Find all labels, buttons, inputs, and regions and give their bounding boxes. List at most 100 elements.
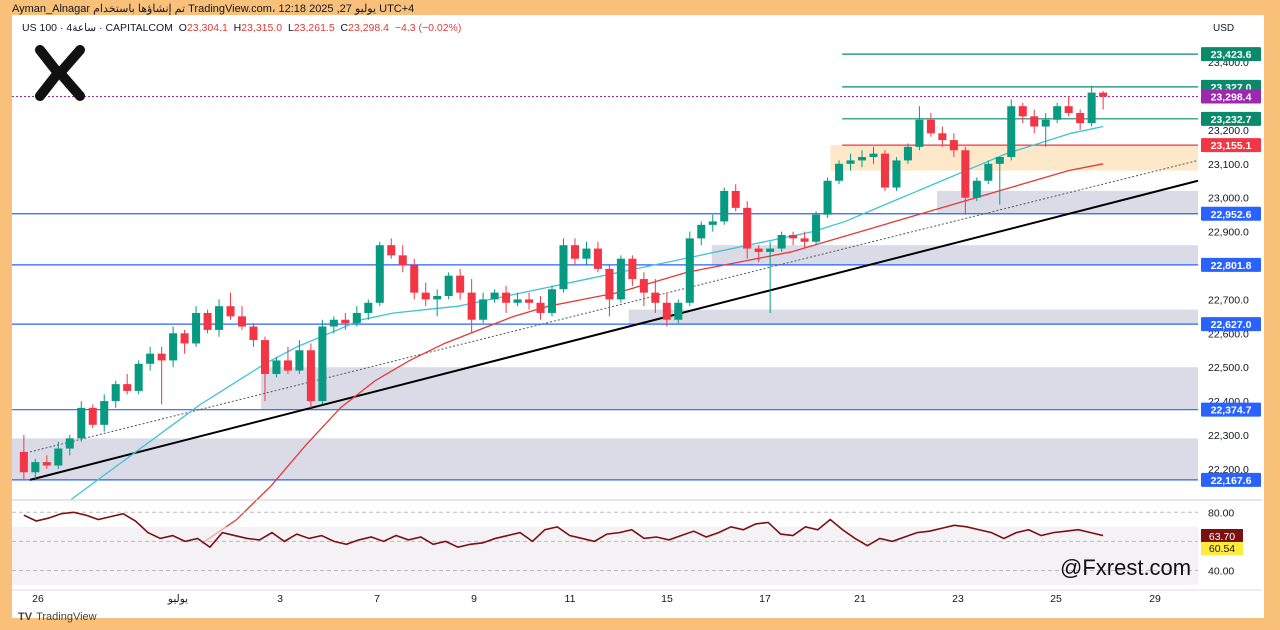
candle-body [398, 255, 407, 266]
candle-body [892, 160, 901, 188]
rsi-tick-bottom: 40.00 [1208, 565, 1234, 577]
candle-body [329, 319, 338, 327]
candle-body [226, 306, 235, 317]
candle-body [754, 248, 763, 252]
candle-body [502, 292, 511, 303]
candle-body [490, 292, 499, 300]
candle-body [582, 248, 591, 259]
candle-body [685, 238, 694, 303]
candle-body [846, 160, 855, 164]
zone-1 [261, 367, 1198, 410]
x-tick-label: 11 [565, 593, 576, 605]
candle-body [880, 153, 889, 188]
candle-body [192, 312, 201, 344]
x-tick-label: 17 [759, 593, 771, 605]
open-value: 23,304.1 [186, 22, 228, 34]
candle-body [283, 360, 292, 371]
candle-body [1041, 119, 1050, 127]
candle-body [1064, 106, 1073, 113]
rsi-value-1: 63.70 [1209, 531, 1235, 543]
candle-body [237, 316, 247, 327]
candle-body [731, 190, 740, 208]
candle-body [766, 248, 775, 252]
candle-body [857, 157, 867, 161]
candle-body [995, 157, 1004, 164]
tradingview-logo: TV TradingView [18, 611, 97, 623]
x-tick-label: 26 [32, 593, 44, 605]
candle-body [662, 302, 671, 320]
candle-body [421, 292, 430, 300]
candle-body [203, 312, 212, 330]
rsi-value-2: 60.54 [1209, 543, 1235, 555]
price-badge [1201, 89, 1261, 104]
support-trendline [29, 179, 1199, 481]
currency-label: USD [1213, 23, 1234, 34]
price-badge [1201, 206, 1261, 221]
price-badge [1201, 111, 1261, 126]
candle-body [387, 245, 396, 256]
price-badge [1201, 402, 1261, 417]
candle-body [295, 350, 304, 371]
price-badge-text: 22,801.8 [1211, 260, 1252, 272]
candle-body [777, 234, 786, 249]
candle-body [651, 292, 660, 303]
x-tick-label: 23 [952, 593, 964, 605]
candle-body [674, 302, 683, 320]
rsi-badge-2 [1201, 541, 1243, 555]
candle-body [157, 353, 166, 361]
candle-body [318, 326, 327, 402]
candle-body [146, 353, 155, 364]
y-tick-label: 22,500.0 [1208, 362, 1249, 374]
y-tick-label: 23,000.0 [1208, 193, 1249, 205]
candle-body [903, 146, 912, 161]
candle-body [812, 214, 821, 242]
candle-body [88, 407, 97, 425]
candle-body [19, 451, 28, 473]
x-tick-label: يوليو [167, 593, 188, 605]
candle-body [100, 401, 109, 425]
candle-body [835, 163, 844, 181]
dotted-trendline [29, 159, 1199, 453]
candle-body [949, 140, 958, 151]
candle-body [375, 245, 384, 303]
candle-body [926, 119, 935, 134]
candle-body [1076, 112, 1085, 124]
price-badge [1201, 257, 1261, 272]
candle-body [800, 238, 809, 242]
candle-body [525, 299, 534, 303]
y-tick-label: 22,600.0 [1208, 328, 1249, 340]
candle-body [341, 319, 350, 324]
y-tick-label: 22,700.0 [1208, 294, 1249, 306]
candle-body [272, 360, 281, 374]
ema-fast-line [70, 125, 1104, 500]
high-value: 23,315.0 [241, 22, 283, 34]
candle-body [456, 275, 465, 293]
candle-body [1030, 116, 1039, 127]
candle-body [467, 292, 476, 320]
candle-body [720, 190, 729, 222]
candle-body [364, 302, 373, 313]
candle-body [1007, 106, 1016, 158]
candle-body [352, 312, 361, 324]
tv-icon: TV [18, 611, 33, 623]
candle-body [570, 245, 579, 259]
zone-2 [628, 309, 1198, 325]
author-line: Ayman_Alnagar تم إنشاؤها باستخدام Tradin… [12, 3, 415, 15]
candle-body [628, 258, 637, 280]
candle-body [123, 384, 132, 391]
price-badge [1201, 317, 1261, 332]
close-value: 23,298.4 [348, 22, 389, 34]
candle-body [984, 163, 993, 181]
candle-body [306, 350, 315, 402]
candle-body [444, 275, 453, 297]
symbol-name: US 100 · 4ساعة · CAPITALCOM [22, 22, 173, 34]
candle-body [1053, 106, 1062, 120]
candle-body [42, 462, 51, 466]
candle-body [479, 299, 488, 320]
price-badge [1201, 47, 1261, 62]
x-tick-label: 3 [277, 593, 283, 605]
candle-body [938, 133, 947, 141]
x-tick-label: 21 [854, 593, 866, 605]
price-badge-text: 23,232.7 [1211, 114, 1252, 126]
